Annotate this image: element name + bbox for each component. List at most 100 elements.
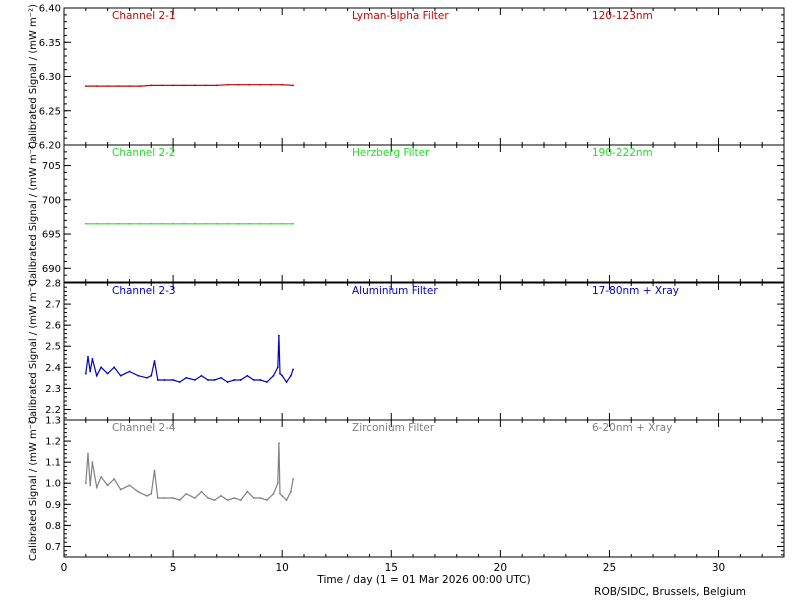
channel-label: Channel 2-2 xyxy=(112,147,176,159)
data-point xyxy=(259,83,262,86)
data-point xyxy=(128,85,131,87)
channel-label: Channel 2-1 xyxy=(112,10,176,22)
data-point xyxy=(156,497,159,499)
data-point xyxy=(153,469,156,472)
panel-frame xyxy=(63,419,785,558)
data-point xyxy=(84,482,87,485)
data-point xyxy=(128,370,131,373)
data-point xyxy=(113,478,116,480)
x-axis-label: Time / day (1 = 01 Mar 2026 00:00 UTC) xyxy=(316,574,530,586)
y-tick-label: 1.0 xyxy=(45,479,61,490)
data-point xyxy=(172,222,174,225)
data-point xyxy=(185,376,188,379)
y-tick-label: 2.8 xyxy=(45,279,61,290)
y-tick-label: 2.4 xyxy=(45,363,61,374)
data-point xyxy=(128,222,131,225)
y-tick-label: 2.2 xyxy=(45,405,61,416)
y-tick-label: 6.20 xyxy=(39,141,61,152)
panel-frame xyxy=(63,282,785,421)
data-point xyxy=(281,222,284,225)
data-point xyxy=(172,497,174,499)
band-label: 120-123nm xyxy=(592,10,653,22)
data-point xyxy=(204,84,207,87)
band-label: 6-20nm + Xray xyxy=(592,422,672,434)
data-point xyxy=(139,222,142,225)
data-point xyxy=(281,83,284,86)
data-point xyxy=(281,374,284,377)
x-tick-label: 5 xyxy=(170,562,177,574)
data-point xyxy=(183,84,185,87)
data-point xyxy=(153,360,156,362)
data-point xyxy=(200,374,203,377)
data-point xyxy=(150,222,153,225)
y-axis-label: Calibrated Signal / (mW m⁻²) xyxy=(28,141,39,286)
data-point xyxy=(194,84,196,87)
data-point xyxy=(246,374,249,377)
data-point xyxy=(172,84,174,87)
data-point xyxy=(150,84,153,87)
y-tick-label: 6.30 xyxy=(39,72,61,83)
y-tick-label: 2.7 xyxy=(45,300,61,311)
data-point xyxy=(84,372,87,375)
data-point xyxy=(178,499,181,501)
series-line xyxy=(85,335,294,384)
band-label: 190-222nm xyxy=(592,147,653,159)
y-tick-label: 1.3 xyxy=(45,416,61,427)
channel-label: Channel 2-3 xyxy=(112,285,176,297)
data-point xyxy=(285,381,288,383)
data-point xyxy=(194,497,196,499)
data-point xyxy=(266,381,268,383)
data-point xyxy=(276,482,279,485)
data-point xyxy=(272,374,275,377)
data-point xyxy=(248,83,251,86)
data-point xyxy=(204,222,207,225)
data-point xyxy=(278,442,280,445)
x-tick-label: 20 xyxy=(494,562,507,574)
panel-frame xyxy=(63,144,785,283)
data-point xyxy=(194,379,196,381)
data-point xyxy=(215,84,218,87)
data-point xyxy=(226,499,229,501)
data-point xyxy=(272,492,275,495)
data-point xyxy=(207,379,209,381)
y-tick-label: 2.5 xyxy=(45,342,61,353)
y-axis-label: Calibrated Signal / (mW m⁻²) xyxy=(28,279,39,424)
data-point xyxy=(292,368,294,371)
data-point xyxy=(150,374,153,377)
data-point xyxy=(106,85,109,87)
data-point xyxy=(84,85,87,87)
data-point xyxy=(161,84,164,87)
y-tick-label: 0.8 xyxy=(45,521,61,532)
data-point xyxy=(95,85,98,87)
channel-label: Channel 2-4 xyxy=(112,422,176,434)
y-tick-label: 705 xyxy=(42,161,61,172)
data-point xyxy=(119,488,122,491)
filter-label: Zirconium Filter xyxy=(352,422,435,434)
data-point xyxy=(239,499,242,501)
data-point xyxy=(106,484,109,487)
data-point xyxy=(172,379,174,381)
x-tick-label: 10 xyxy=(275,562,288,574)
data-point xyxy=(239,379,242,381)
y-tick-label: 1.2 xyxy=(45,437,61,448)
data-point xyxy=(270,83,273,86)
data-point xyxy=(91,357,94,360)
data-point xyxy=(292,84,294,87)
data-point xyxy=(237,222,240,225)
x-tick-label: 25 xyxy=(603,562,616,574)
data-point xyxy=(84,222,87,225)
filter-label: Herzberg Filter xyxy=(352,147,430,159)
data-point xyxy=(290,490,292,493)
data-point xyxy=(87,355,89,358)
y-tick-label: 6.25 xyxy=(39,106,61,117)
data-point xyxy=(276,366,279,369)
data-point xyxy=(279,372,281,375)
filter-label: Lyman-alpha Filter xyxy=(352,10,449,22)
x-tick-label: 15 xyxy=(385,562,398,574)
data-point xyxy=(207,497,209,499)
y-tick-label: 1.1 xyxy=(45,458,61,469)
data-point xyxy=(292,222,294,225)
data-point xyxy=(146,494,148,497)
data-point xyxy=(252,379,255,381)
